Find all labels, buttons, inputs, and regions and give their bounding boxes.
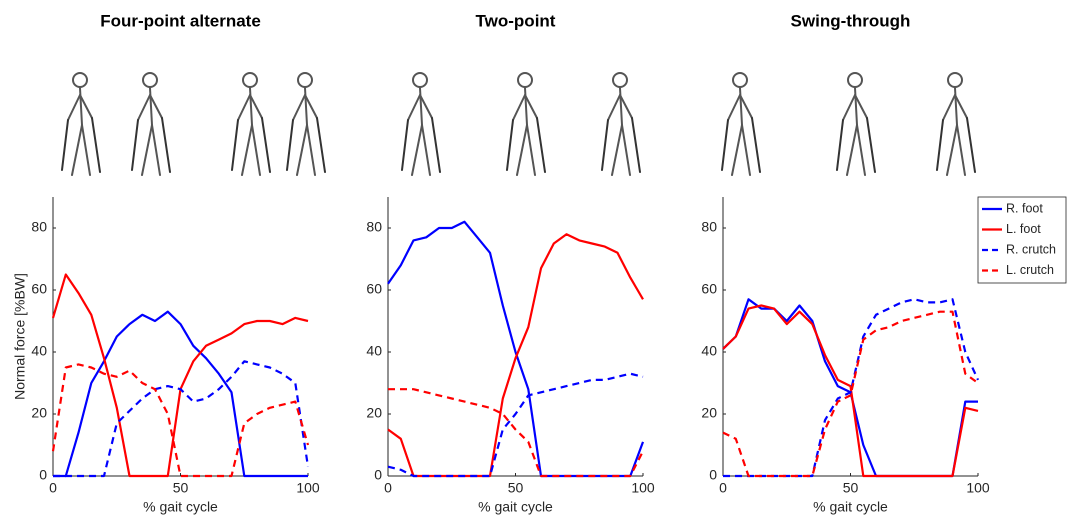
y-tick-label: 20 [366, 405, 382, 421]
y-tick-label: 60 [701, 281, 717, 297]
y-tick-label: 80 [31, 219, 47, 235]
x-tick-label: 50 [843, 480, 859, 496]
x-axis-label: % gait cycle [143, 499, 218, 515]
legend-label: R. foot [1006, 201, 1043, 215]
series-line [722, 310, 979, 478]
x-tick-label: 0 [49, 480, 57, 496]
series-line [387, 220, 645, 478]
series-line [388, 388, 644, 478]
chart-title: Swing-through [791, 11, 911, 30]
x-axis-label: % gait cycle [813, 499, 888, 515]
y-tick-label: 40 [701, 343, 717, 359]
legend-label: R. crutch [1006, 242, 1056, 256]
legend-label: L. foot [1006, 222, 1041, 236]
y-tick-label: 0 [709, 467, 717, 483]
x-tick-label: 50 [173, 480, 189, 496]
x-tick-label: 50 [508, 480, 524, 496]
chart-title: Four-point alternate [100, 11, 261, 30]
x-tick-label: 100 [631, 480, 655, 496]
series-line [53, 360, 310, 478]
series-line [51, 273, 309, 478]
series-line [387, 233, 644, 478]
series-line [387, 372, 644, 478]
series-line [723, 298, 980, 478]
illustrations [61, 72, 976, 176]
y-axis-label: Normal force [%BW] [12, 273, 28, 400]
y-tick-label: 60 [366, 281, 382, 297]
series-line [722, 304, 979, 478]
chart-title: Two-point [476, 11, 556, 30]
x-tick-label: 0 [384, 480, 392, 496]
y-tick-label: 80 [366, 219, 382, 235]
x-tick-label: 0 [719, 480, 727, 496]
y-tick-label: 20 [701, 405, 717, 421]
x-tick-label: 100 [296, 480, 320, 496]
y-tick-label: 60 [31, 281, 47, 297]
series-line [53, 310, 308, 478]
y-tick-label: 40 [366, 343, 382, 359]
x-tick-label: 100 [966, 480, 990, 496]
y-tick-label: 0 [374, 467, 382, 483]
x-axis-label: % gait cycle [478, 499, 553, 515]
legend-box [977, 196, 1067, 284]
legend-label: L. crutch [1006, 263, 1054, 277]
y-tick-label: 0 [39, 467, 47, 483]
y-tick-label: 80 [701, 219, 717, 235]
y-tick-label: 40 [31, 343, 47, 359]
y-tick-label: 20 [31, 405, 47, 421]
